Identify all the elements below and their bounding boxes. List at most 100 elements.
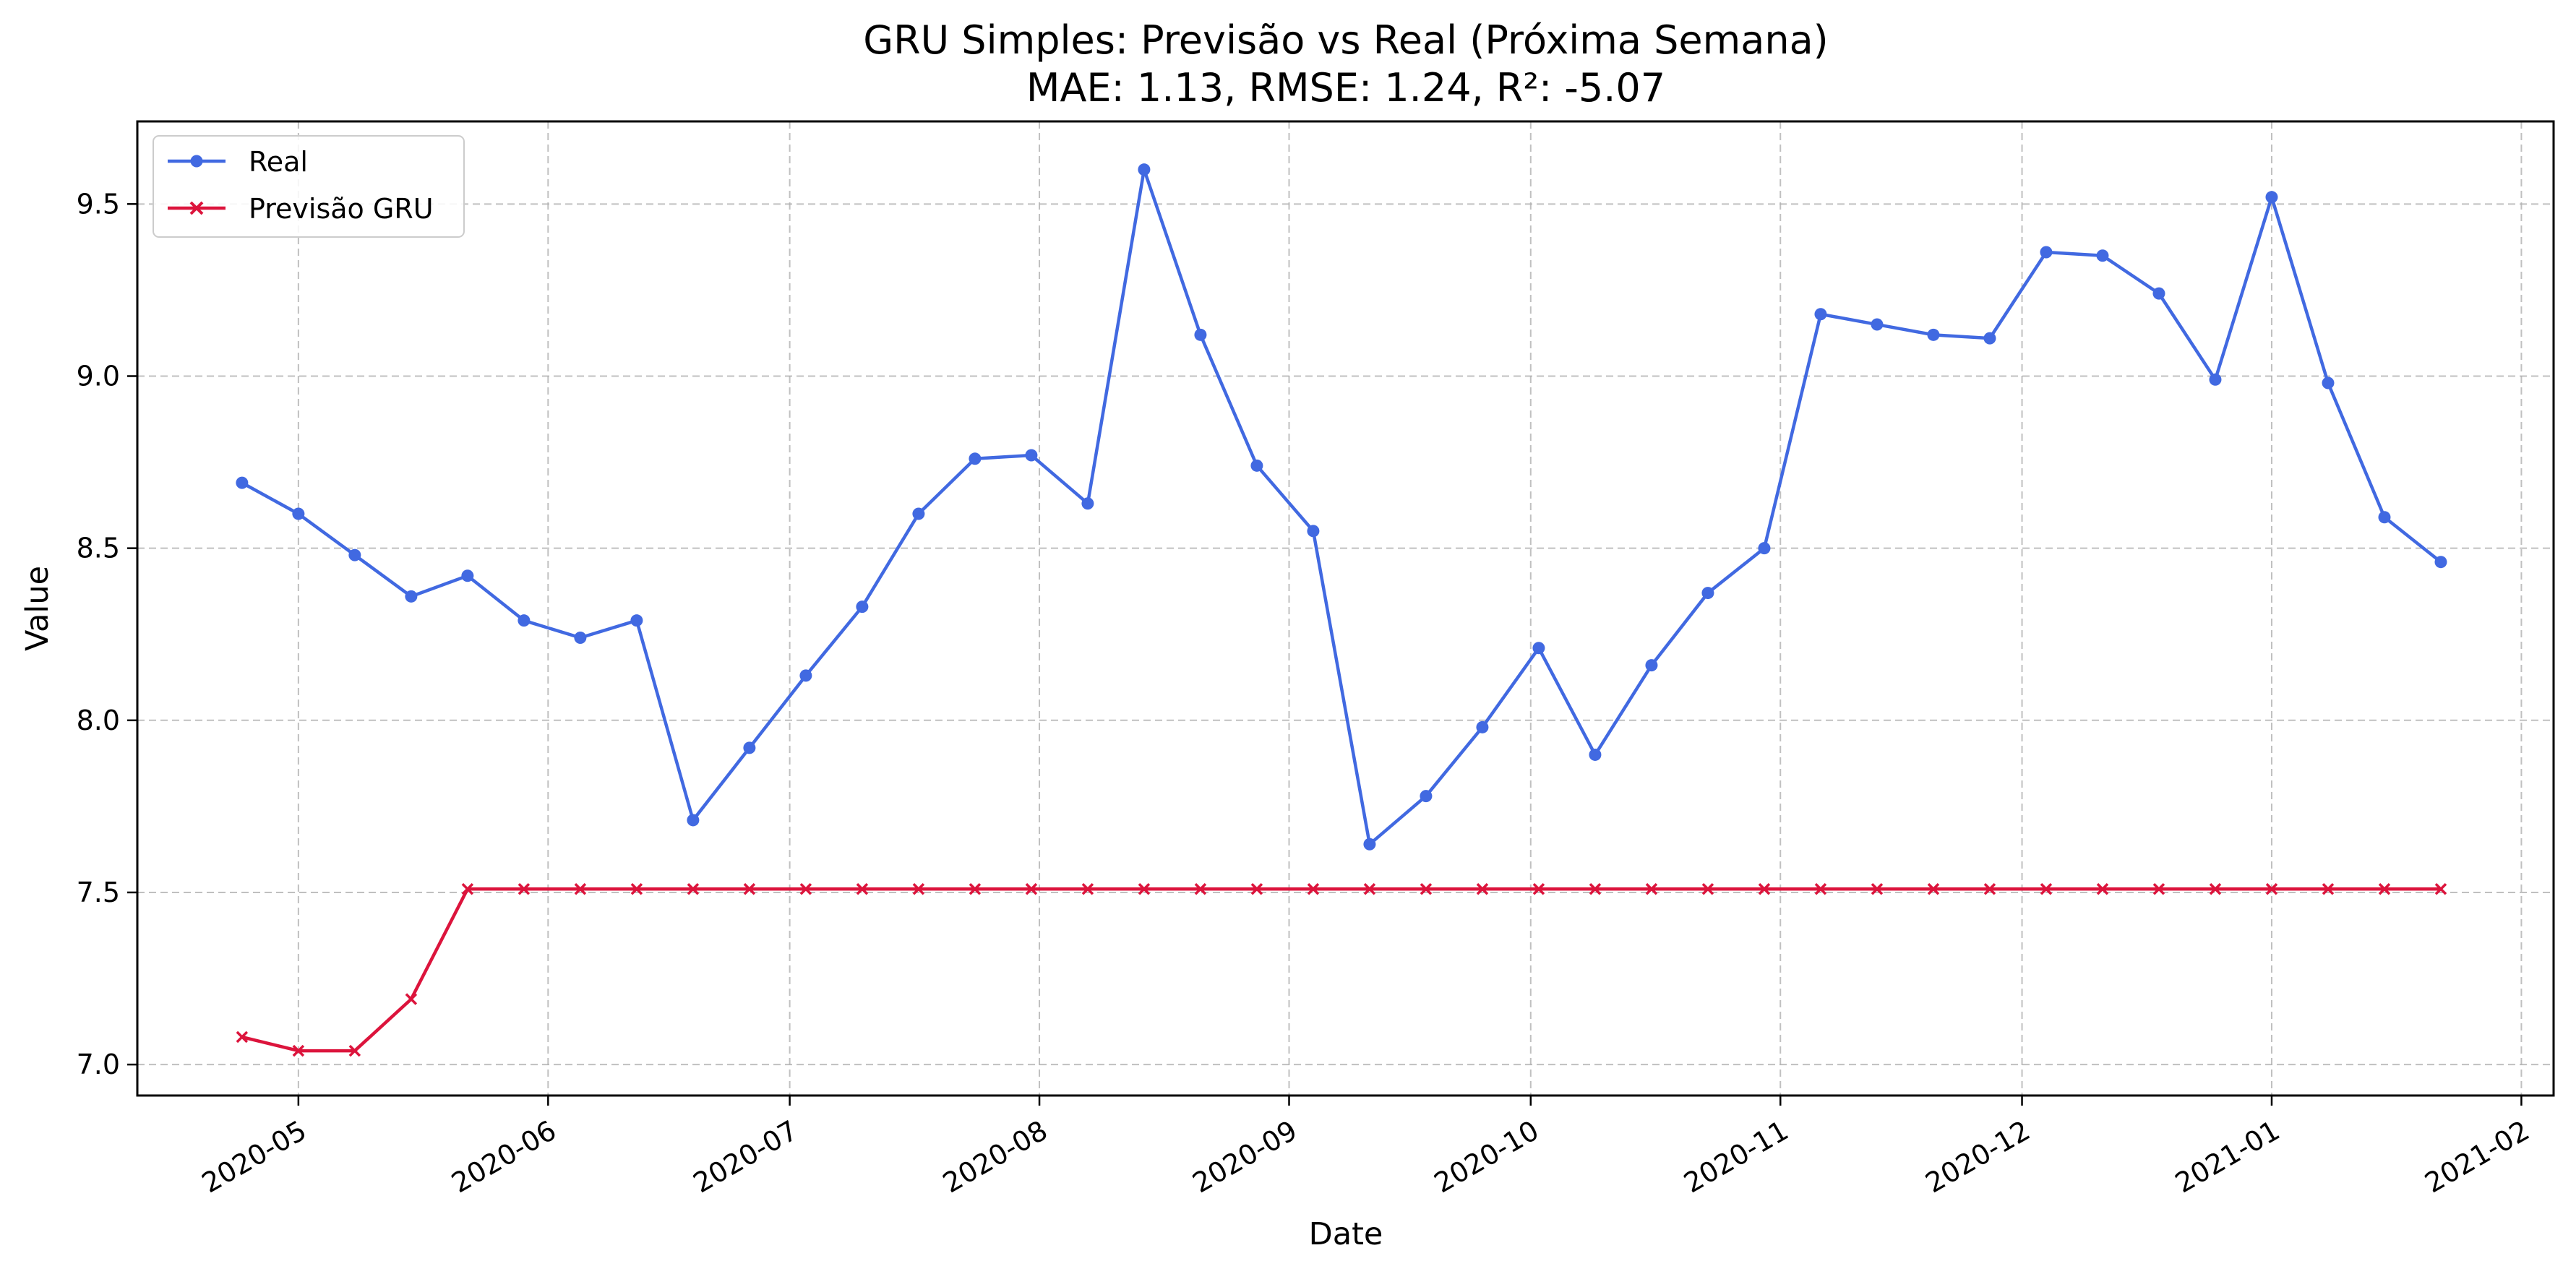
grid-lines <box>137 121 2554 1096</box>
data-point <box>518 882 531 895</box>
chart-title: GRU Simples: Previsão vs Real (Próxima S… <box>863 17 1828 63</box>
data-point <box>630 882 643 895</box>
data-point <box>1420 790 1433 803</box>
data-point <box>2322 376 2335 389</box>
legend-box <box>153 135 465 238</box>
data-point <box>1871 318 1884 331</box>
data-point <box>292 1044 305 1057</box>
data-point <box>236 476 249 489</box>
data-point <box>348 1044 361 1057</box>
chart-subtitle: MAE: 1.13, RMSE: 1.24, R²: -5.07 <box>1026 65 1665 111</box>
y-tick-label: 7.0 <box>77 1049 120 1080</box>
data-point <box>1814 882 1827 895</box>
data-point <box>799 882 812 895</box>
data-point <box>1927 328 1940 341</box>
data-point <box>1589 882 1602 895</box>
data-point <box>969 452 982 465</box>
legend: Real Previsão GRU <box>153 135 465 238</box>
data-point <box>1363 838 1376 851</box>
data-point <box>1250 459 1263 472</box>
data-point <box>1701 882 1714 895</box>
data-point <box>2378 511 2391 524</box>
data-point <box>405 993 418 1005</box>
y-tick-label: 9.5 <box>77 188 120 220</box>
data-point <box>292 507 305 520</box>
data-point <box>348 548 361 561</box>
data-point <box>912 882 925 895</box>
y-tick-label: 8.0 <box>77 705 120 736</box>
data-point <box>1532 642 1545 655</box>
y-tick-label: 7.5 <box>77 877 120 908</box>
legend-label-real: Real <box>249 146 308 178</box>
data-point <box>2152 882 2165 895</box>
data-point <box>1645 659 1658 672</box>
series-line <box>241 887 2441 1053</box>
data-point <box>1025 882 1038 895</box>
data-point <box>236 1030 249 1043</box>
data-point <box>856 882 869 895</box>
data-point <box>1194 328 1207 341</box>
data-point <box>1701 587 1714 600</box>
data-point <box>2152 287 2165 300</box>
data-point <box>1476 720 1489 733</box>
y-axis-label: Value <box>20 566 56 651</box>
data-point <box>1025 449 1038 462</box>
data-point <box>1081 497 1094 510</box>
data-point <box>799 669 812 682</box>
data-point <box>461 569 474 582</box>
data-point <box>1927 882 1940 895</box>
data-point <box>1814 308 1827 321</box>
data-point <box>1589 748 1602 761</box>
legend-label-previsao: Previsão GRU <box>249 193 434 225</box>
data-point <box>2040 882 2053 895</box>
data-point <box>1983 882 1996 895</box>
data-point <box>1758 542 1771 555</box>
plot-frame <box>136 120 2555 1097</box>
data-point <box>518 614 531 627</box>
data-point <box>574 882 587 895</box>
data-point <box>630 614 643 627</box>
data-point <box>1420 882 1433 895</box>
data-point <box>2322 882 2335 895</box>
legend-marker-real <box>190 155 203 168</box>
series-line <box>241 168 2442 846</box>
data-point <box>1645 882 1658 895</box>
data-point <box>461 882 474 895</box>
data-point <box>1758 882 1771 895</box>
data-point <box>687 814 700 827</box>
data-point <box>2265 191 2278 204</box>
data-point <box>743 882 756 895</box>
data-point <box>912 507 925 520</box>
data-point <box>2434 882 2447 895</box>
data-point <box>2265 882 2278 895</box>
data-point <box>1983 332 1996 345</box>
data-point <box>1307 525 1320 538</box>
data-point <box>574 631 587 644</box>
data-point <box>2209 373 2222 386</box>
series-layer <box>236 163 2447 1057</box>
data-point <box>969 882 982 895</box>
data-point <box>1138 163 1151 176</box>
data-point <box>2434 556 2447 569</box>
data-point <box>2378 882 2391 895</box>
data-point <box>1532 882 1545 895</box>
y-tick-label: 8.5 <box>77 533 120 564</box>
y-tick-label: 9.0 <box>77 360 120 392</box>
data-point <box>1081 882 1094 895</box>
data-point <box>856 601 869 614</box>
series-previsao-gru <box>236 882 2447 1057</box>
data-point <box>2096 249 2109 262</box>
data-point <box>1250 882 1263 895</box>
data-point <box>1194 882 1207 895</box>
data-point <box>1363 882 1376 895</box>
x-axis-label: Date <box>1309 1216 1383 1252</box>
data-point <box>2096 882 2109 895</box>
data-point <box>743 741 756 754</box>
data-point <box>687 882 700 895</box>
data-point <box>1476 882 1489 895</box>
series-real <box>236 163 2447 851</box>
y-axis: 7.0 7.5 8.0 8.5 9.0 9.5 <box>77 188 137 1080</box>
data-point <box>2209 882 2222 895</box>
data-point <box>2040 246 2053 259</box>
